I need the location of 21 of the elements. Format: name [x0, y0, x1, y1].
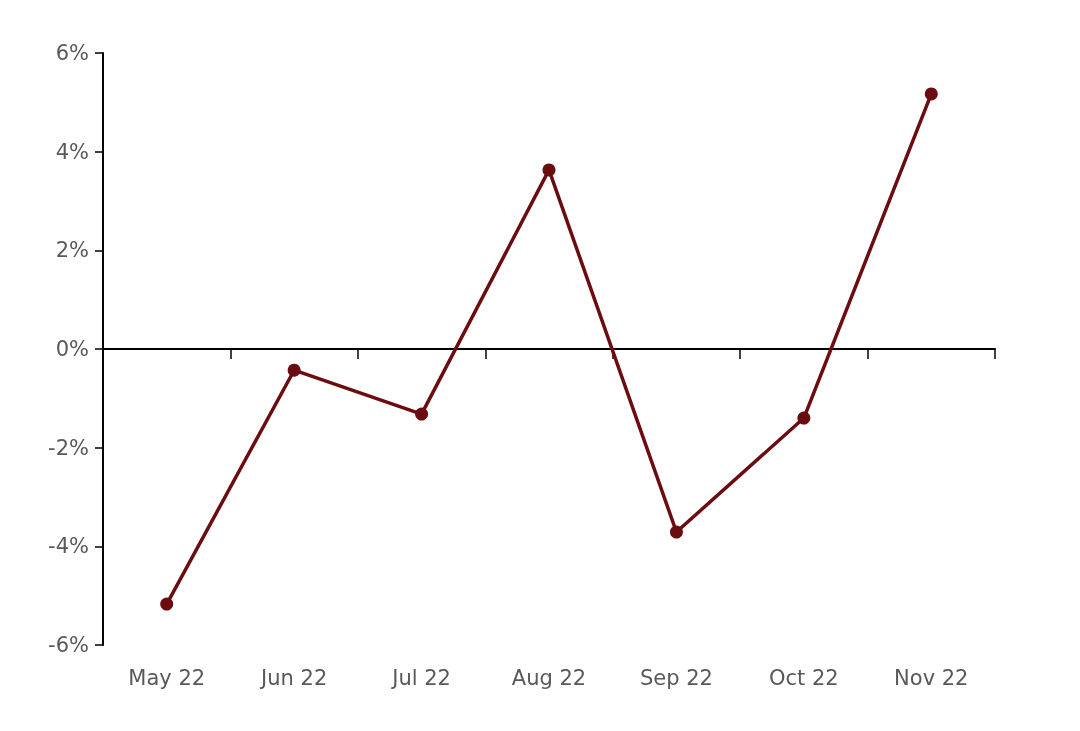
y-tick-label: -2%	[48, 435, 89, 460]
point	[287, 363, 301, 377]
x-tick-label: Oct 22	[769, 665, 839, 690]
point	[542, 163, 556, 177]
x-tick-label: Sep 22	[639, 665, 713, 690]
x-tick-label: Jul 22	[390, 665, 451, 690]
point	[669, 525, 683, 539]
point	[415, 407, 429, 421]
y-tick-label: 0%	[55, 337, 89, 361]
y-tick-label: 6%	[55, 41, 89, 65]
x-tick-label: Jun 22	[259, 665, 328, 690]
y-tick-label: 2%	[55, 238, 89, 263]
y-tick-label: -4%	[48, 534, 89, 559]
y-tick-label: 4%	[55, 139, 89, 164]
x-tick-label: Nov 22	[894, 665, 969, 690]
x-tick-label: May 22	[128, 665, 206, 690]
point	[797, 411, 811, 425]
x-tick-label: Aug 22	[511, 665, 587, 690]
point	[160, 597, 174, 611]
point	[924, 87, 938, 101]
y-tick-label: -6%	[48, 633, 89, 657]
